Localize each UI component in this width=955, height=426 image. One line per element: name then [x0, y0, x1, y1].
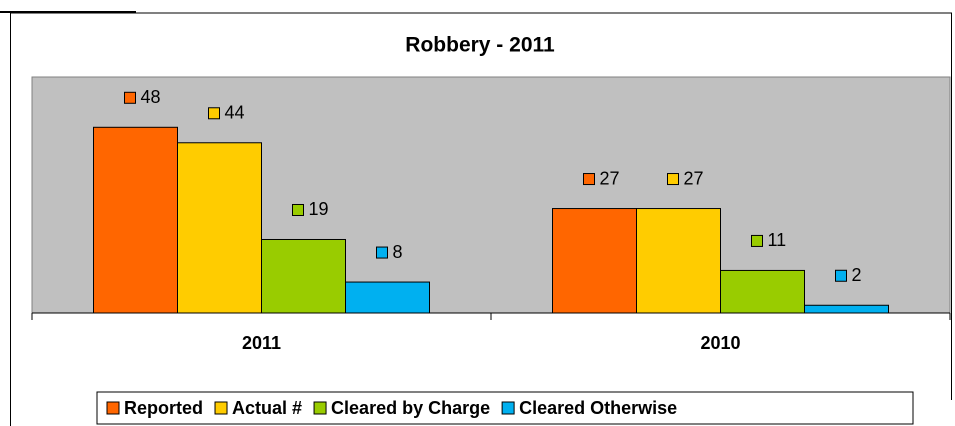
value-label: 27 [600, 168, 620, 188]
legend-label: Cleared Otherwise [519, 398, 677, 418]
value-label: 8 [393, 242, 403, 262]
legend-label: Cleared by Charge [331, 398, 490, 418]
value-label-key [667, 173, 679, 186]
value-label: 11 [768, 230, 787, 250]
legend-swatch [214, 401, 228, 415]
value-label: 48 [141, 87, 161, 107]
legend-swatch [106, 401, 120, 415]
bar [177, 142, 262, 314]
value-label-key [292, 203, 304, 216]
value-label-key [124, 91, 136, 104]
value-label: 19 [309, 199, 329, 219]
legend-swatch [501, 401, 515, 415]
bar [261, 238, 346, 314]
x-tick-label: 2011 [242, 333, 281, 353]
value-label: 44 [225, 103, 245, 123]
x-tick-label: 2010 [700, 333, 740, 353]
value-label-key [751, 234, 763, 247]
value-label-key [835, 269, 847, 282]
chart-title: Robbery - 2011 [405, 34, 555, 57]
bar [93, 126, 178, 314]
value-label-key [376, 246, 388, 259]
legend-swatch [313, 401, 327, 415]
value-label: 27 [684, 168, 704, 188]
value-label-key [583, 173, 595, 186]
bar [345, 281, 430, 314]
bar [636, 208, 721, 314]
bar [720, 269, 805, 314]
legend-label: Actual # [232, 398, 302, 418]
value-label: 2 [852, 265, 862, 285]
bar [804, 304, 889, 314]
bar [552, 208, 637, 314]
legend-label: Reported [124, 398, 203, 418]
value-label-key [208, 107, 220, 120]
